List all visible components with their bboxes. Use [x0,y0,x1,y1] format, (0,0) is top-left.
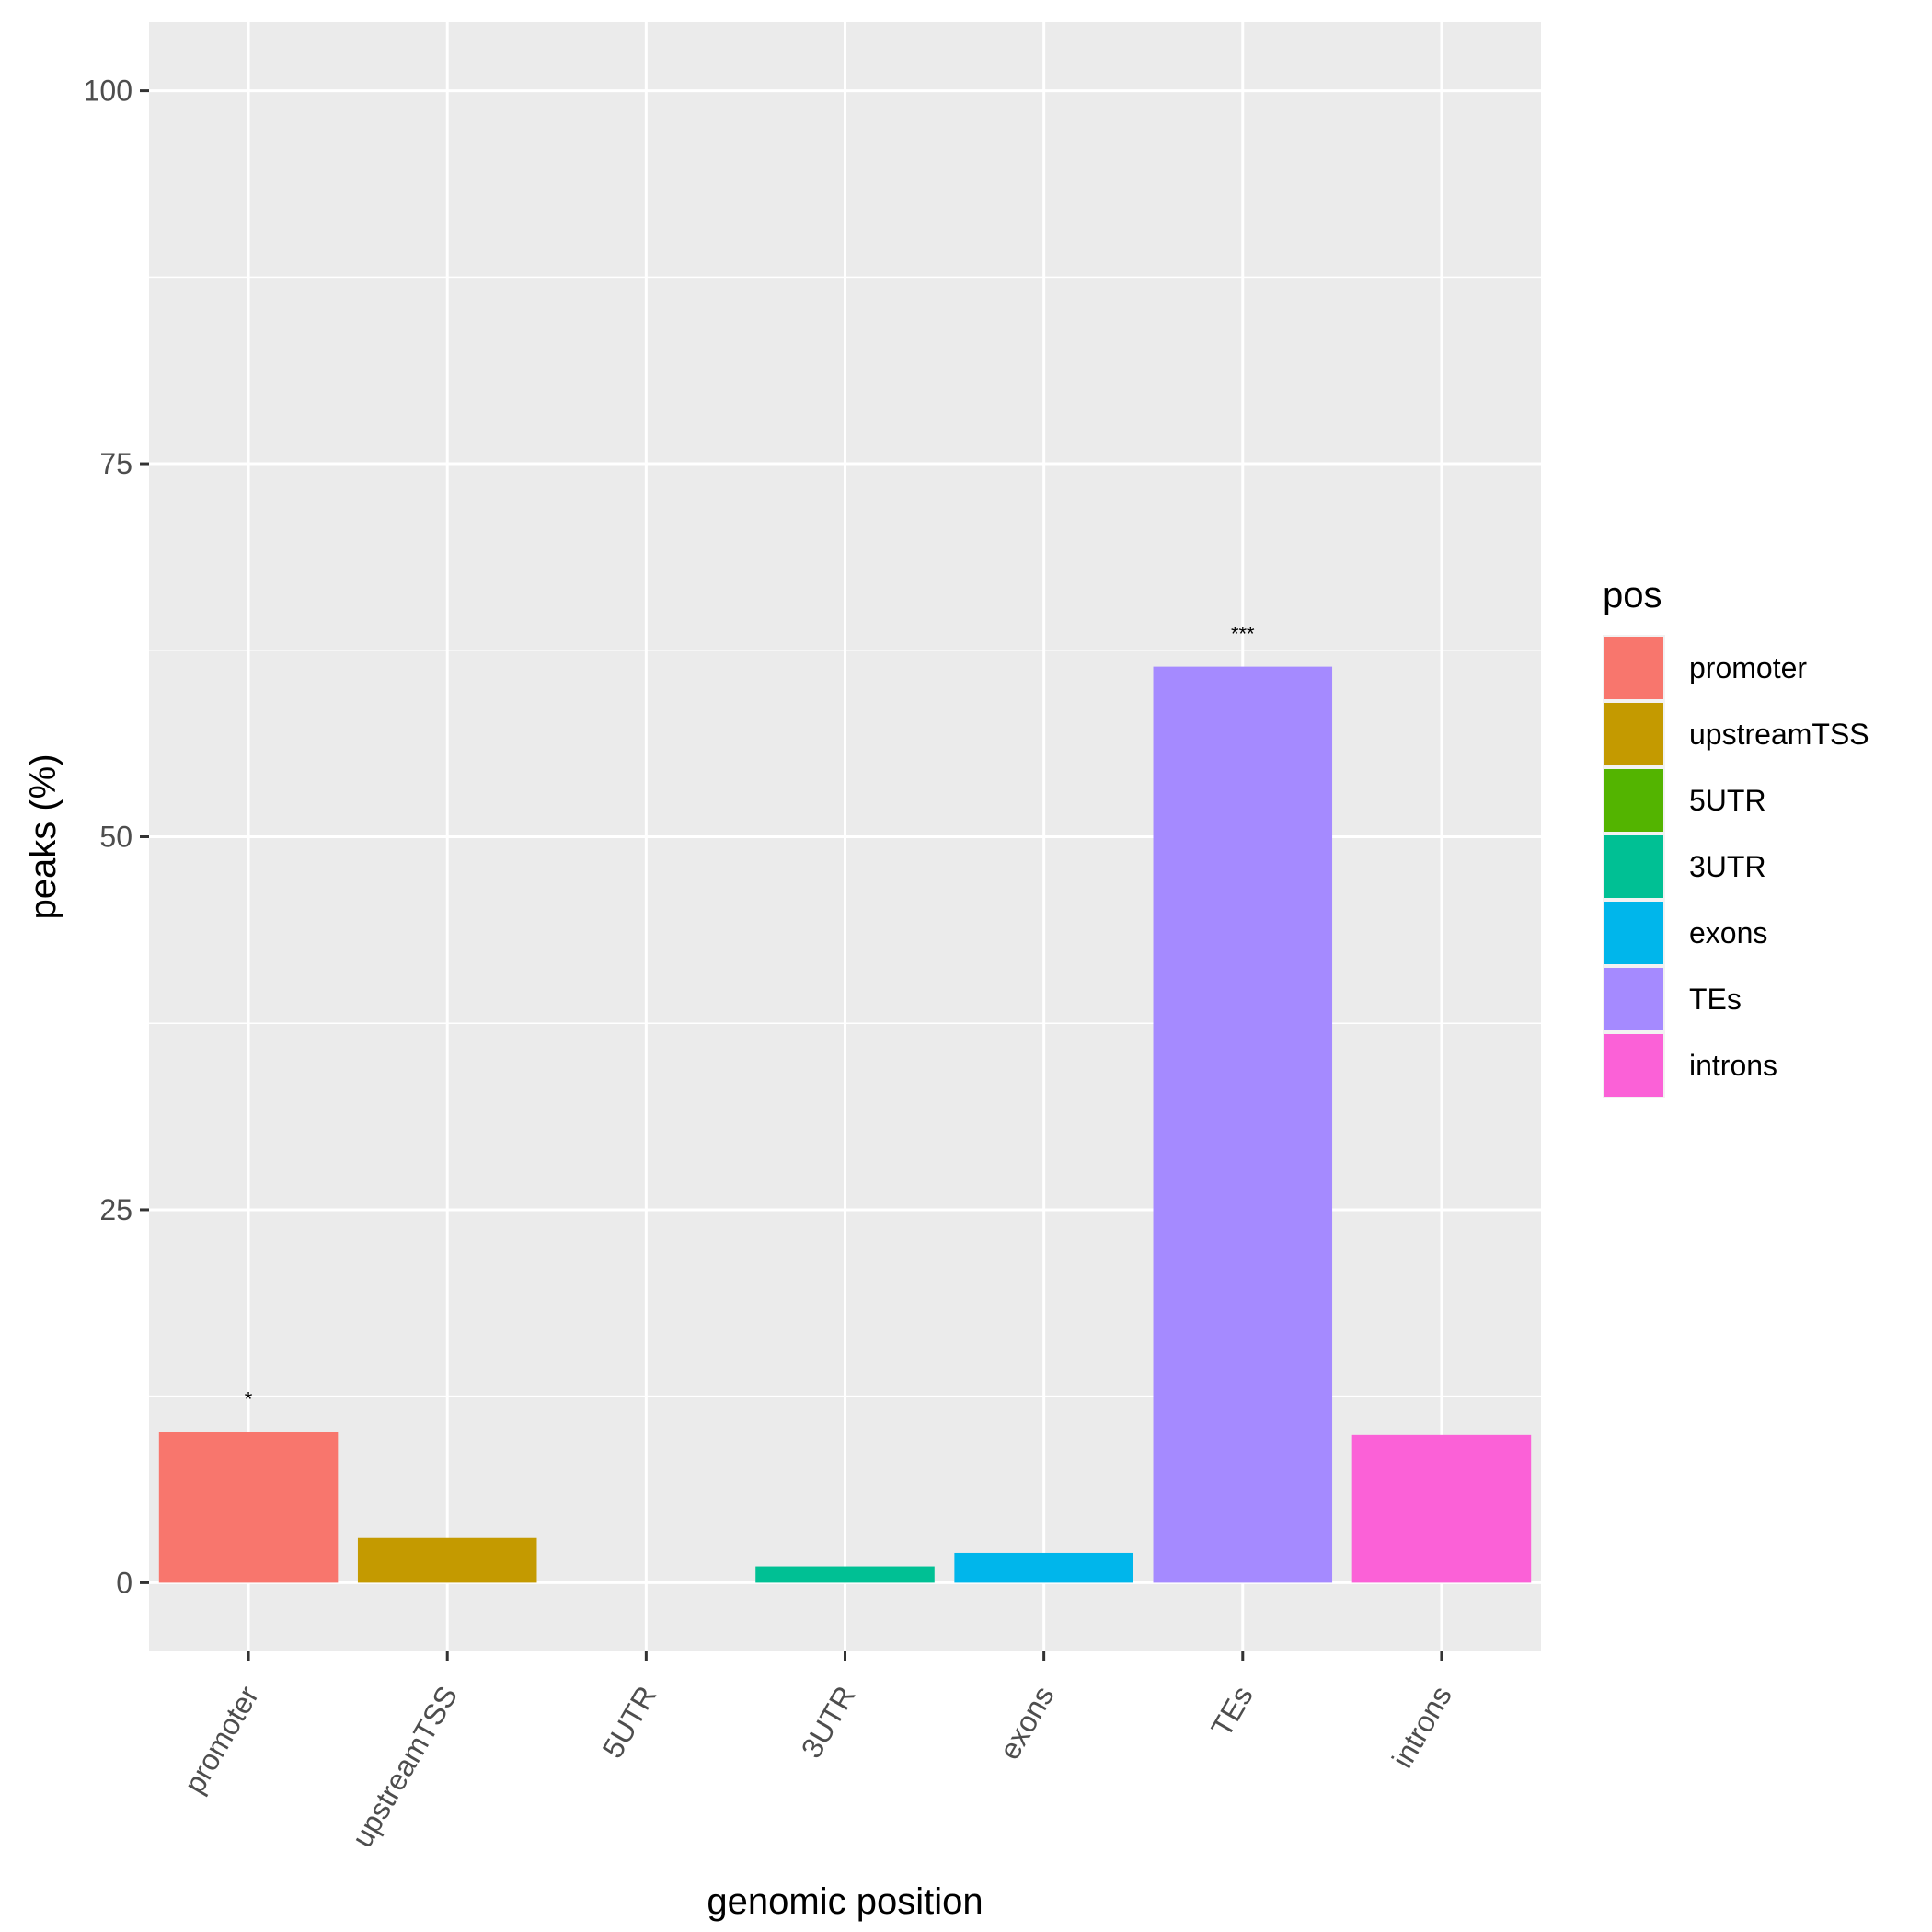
bar-upstreamTSS [357,1537,537,1583]
legend-swatch-exons [1604,902,1663,964]
legend-label-TEs: TEs [1689,983,1742,1016]
legend-swatch-TEs [1604,968,1663,1030]
legend-label-5UTR: 5UTR [1689,784,1766,817]
y-tick-label: 75 [99,447,132,480]
legend-label-promoter: promoter [1689,651,1807,684]
legend-swatch-upstreamTSS [1604,703,1663,765]
x-tick-label: 3UTR [795,1681,862,1764]
legend: pos promoter upstreamTSS 5UTR 3UTR exons TEs i… [1603,575,1869,1098]
legend-title: pos [1603,575,1662,615]
y-axis-title: peaks (%) [23,753,63,919]
legend-label-3UTR: 3UTR [1689,850,1766,883]
bar-introns [1351,1434,1532,1583]
bar-TEs [1153,666,1333,1583]
y-tick-label: 50 [99,821,132,854]
x-tick-label: promoter [178,1680,265,1799]
bar-promoter [158,1432,339,1583]
bar-exons [954,1552,1133,1583]
legend-swatch-introns [1604,1034,1663,1097]
legend-label-exons: exons [1689,916,1767,949]
legend-swatch-5UTR [1604,769,1663,832]
legend-label-introns: introns [1689,1049,1777,1082]
x-tick-label: exons [993,1681,1061,1765]
legend-swatch-3UTR [1604,835,1663,898]
significance-annotations: **** [245,623,1255,1411]
y-tick-label: 0 [116,1566,132,1599]
bar-3UTR [755,1566,935,1583]
x-tick-label: upstreamTSS [345,1681,464,1853]
significance-label: *** [1231,623,1255,646]
legend-swatch-promoter [1604,637,1663,699]
x-tick-label: TEs [1204,1681,1259,1742]
y-axis: 0 25 50 75 100 [84,75,149,1599]
x-tick-label: 5UTR [595,1681,662,1764]
bars [158,666,1532,1583]
significance-label: * [245,1388,253,1411]
x-tick-label: introns [1386,1681,1458,1774]
legend-label-upstreamTSS: upstreamTSS [1689,718,1869,751]
x-axis: promoter upstreamTSS 5UTR 3UTR exons TEs intro… [178,1651,1458,1853]
y-tick-label: 100 [84,75,132,108]
y-tick-label: 25 [99,1193,132,1226]
x-axis-title: genomic position [707,1881,983,1922]
